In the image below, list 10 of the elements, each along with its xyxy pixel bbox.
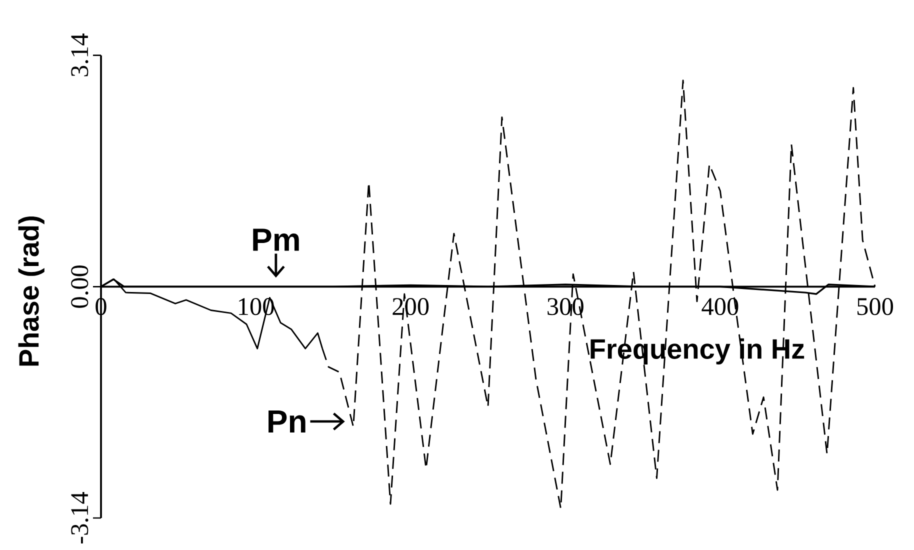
y-tick-label: 3.14 — [71, 34, 88, 76]
x-tick-label: 400 — [702, 298, 738, 316]
annotation: Pn — [268, 410, 306, 432]
y-tick-label: -3.14 — [71, 492, 88, 544]
x-tick-label: 300 — [548, 298, 584, 316]
x-tick-label: 200 — [392, 298, 429, 316]
y-axis-title: Phase (rad) — [18, 216, 44, 366]
y-tick-label: 0.00 — [71, 265, 88, 308]
x-tick-label: 500 — [857, 298, 894, 316]
annotation: Pm — [253, 228, 299, 251]
